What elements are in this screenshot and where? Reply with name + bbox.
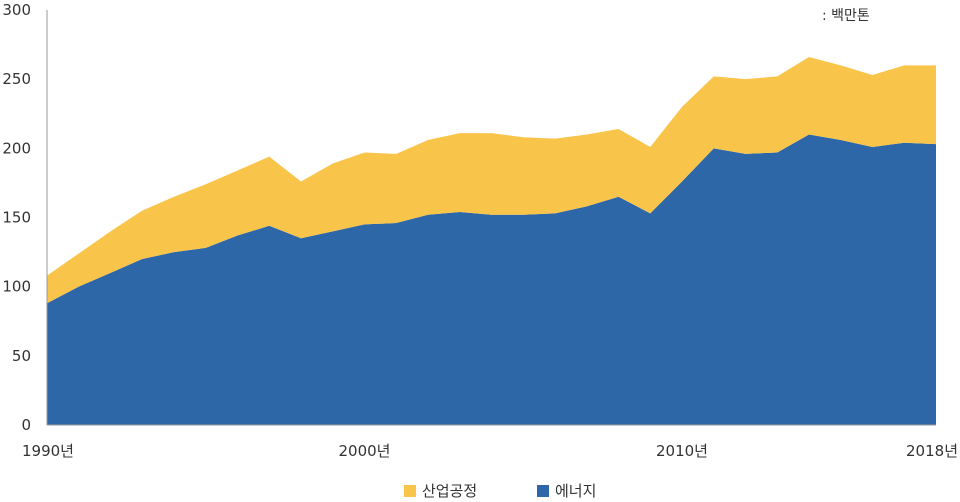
x-axis-ticks: 1990년 2000년 2010년 2018년 <box>22 442 958 460</box>
areas-layer <box>47 57 936 425</box>
legend: 산업공정 에너지 <box>404 482 596 500</box>
y-axis-ticks: 0 50 100 150 200 250 300 <box>2 1 31 434</box>
y-tick-label: 0 <box>21 416 31 434</box>
area-series-energy <box>47 134 936 425</box>
area-series-industrial-process <box>47 57 936 304</box>
legend-label: 산업공정 <box>422 482 477 500</box>
x-tick-label: 2000년 <box>339 442 391 460</box>
y-tick-label: 200 <box>2 139 31 157</box>
y-tick-label: 100 <box>2 278 31 296</box>
legend-swatch <box>404 485 416 497</box>
y-tick-label: 300 <box>2 1 31 19</box>
y-tick-label: 50 <box>12 347 31 365</box>
legend-label: 에너지 <box>555 482 596 500</box>
x-tick-label: 1990년 <box>22 442 74 460</box>
legend-swatch <box>537 485 549 497</box>
unit-note: : 백만톤 <box>822 8 870 24</box>
y-tick-label: 150 <box>2 209 31 227</box>
x-tick-label: 2010년 <box>656 442 708 460</box>
x-tick-label: 2018년 <box>906 442 958 460</box>
y-tick-label: 250 <box>2 70 31 88</box>
